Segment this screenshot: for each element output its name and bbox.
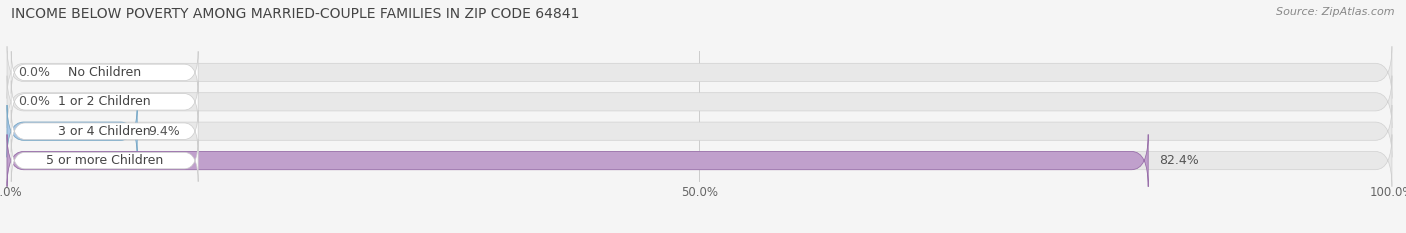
- Text: 9.4%: 9.4%: [148, 125, 180, 138]
- FancyBboxPatch shape: [7, 76, 1392, 128]
- Text: 0.0%: 0.0%: [18, 95, 51, 108]
- FancyBboxPatch shape: [7, 134, 1149, 187]
- FancyBboxPatch shape: [11, 81, 198, 123]
- Text: 0.0%: 0.0%: [18, 66, 51, 79]
- Text: INCOME BELOW POVERTY AMONG MARRIED-COUPLE FAMILIES IN ZIP CODE 64841: INCOME BELOW POVERTY AMONG MARRIED-COUPL…: [11, 7, 579, 21]
- FancyBboxPatch shape: [7, 105, 1392, 157]
- Text: Source: ZipAtlas.com: Source: ZipAtlas.com: [1277, 7, 1395, 17]
- FancyBboxPatch shape: [7, 46, 1392, 99]
- Text: 1 or 2 Children: 1 or 2 Children: [59, 95, 150, 108]
- FancyBboxPatch shape: [11, 51, 198, 94]
- FancyBboxPatch shape: [7, 134, 1392, 187]
- FancyBboxPatch shape: [11, 110, 198, 152]
- Text: No Children: No Children: [67, 66, 141, 79]
- Text: 3 or 4 Children: 3 or 4 Children: [59, 125, 150, 138]
- Text: 82.4%: 82.4%: [1160, 154, 1199, 167]
- FancyBboxPatch shape: [7, 105, 138, 157]
- Text: 5 or more Children: 5 or more Children: [46, 154, 163, 167]
- FancyBboxPatch shape: [11, 139, 198, 182]
